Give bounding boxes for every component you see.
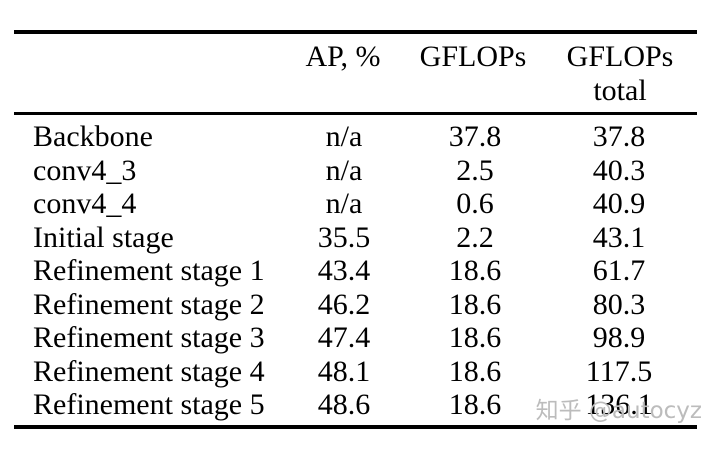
column-header-ap: AP, % [305,40,381,73]
gflops-value: 0.6 [456,187,494,220]
gflops-total-value: 37.8 [592,120,646,153]
ap-value: 46.2 [317,287,371,321]
ap-value: n/a [325,187,363,220]
table-body: Backbone n/a 37.8 37.8 conv4_3 n/a 2.5 4… [0,120,717,422]
row-label: Refinement stage 1 [33,254,265,287]
row-label: Backbone [33,120,153,153]
table-row: conv4_4 n/a 0.6 40.9 [0,187,717,221]
gflops-total-value: 80.3 [592,287,646,321]
gflops-total-value: 40.3 [592,153,646,187]
row-label: conv4_4 [33,187,137,220]
table-row: Refinement stage 5 48.6 18.6 136.1 [0,388,717,422]
gflops-value: 18.6 [448,321,502,354]
table-header-rule [14,112,697,115]
gflops-value: 37.8 [448,120,502,153]
row-label: conv4_3 [33,153,137,187]
ap-value: 43.4 [317,254,371,287]
gflops-total-value: 40.9 [592,187,646,220]
row-label: Refinement stage 3 [33,321,265,354]
row-label: Refinement stage 5 [33,388,265,421]
table-row: Refinement stage 3 47.4 18.6 98.9 [0,321,717,355]
row-label: Refinement stage 4 [33,354,265,388]
ap-value: n/a [325,120,363,153]
row-label: Initial stage [33,220,174,254]
gflops-total-value: 117.5 [585,354,653,388]
ap-value: n/a [325,153,363,187]
gflops-value: 18.6 [448,354,502,388]
table-row: Backbone n/a 37.8 37.8 [0,120,717,154]
ap-value: 48.6 [317,388,371,421]
table-row: Refinement stage 1 43.4 18.6 61.7 [0,254,717,288]
gflops-value: 18.6 [448,388,502,421]
gflops-value: 18.6 [448,287,502,321]
column-header-gflops-total-line2: total [593,74,647,107]
gflops-total-value: 98.9 [592,321,646,354]
gflops-total-value: 43.1 [592,220,646,254]
gflops-value: 2.2 [456,220,494,254]
gflops-value: 18.6 [448,254,502,287]
gflops-total-value: 136.1 [585,388,653,421]
table-row: Refinement stage 2 46.2 18.6 80.3 [0,288,717,322]
column-header-gflops: GFLOPs [419,40,527,73]
table-row: Initial stage 35.5 2.2 43.1 [0,221,717,255]
gflops-total-value: 61.7 [592,254,646,287]
table-header-row: AP, % GFLOPs GFLOPs total [0,0,717,112]
column-header-gflops-total: GFLOPs total [567,40,674,108]
zhihu-watermark: 知乎 @autocyz [535,398,702,424]
row-label: Refinement stage 2 [33,287,265,321]
column-header-gflops-total-line1: GFLOPs [566,40,674,73]
gflops-value: 2.5 [456,153,494,187]
table-row: conv4_3 n/a 2.5 40.3 [0,154,717,188]
table-row: Refinement stage 4 48.1 18.6 117.5 [0,355,717,389]
table-bottom-rule [14,425,697,429]
ap-value: 35.5 [317,220,371,254]
ap-value: 48.1 [317,354,371,388]
ap-value: 47.4 [317,321,371,354]
table-top-rule [14,30,697,34]
